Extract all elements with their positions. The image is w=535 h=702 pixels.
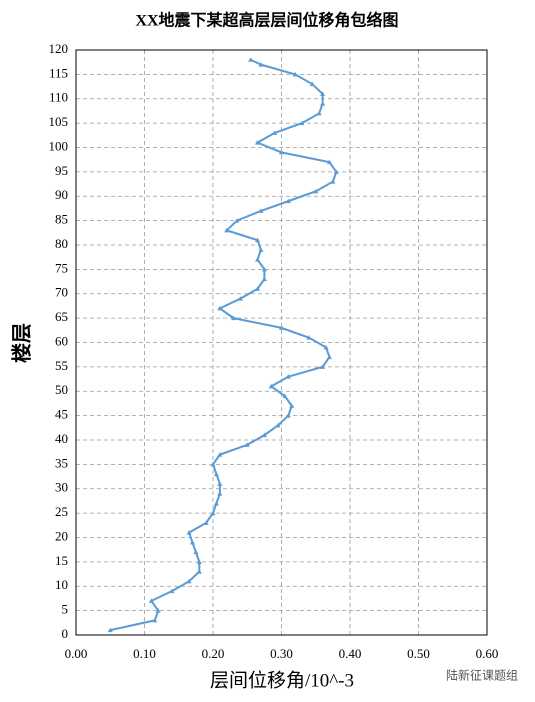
y-tick-label: 15 <box>55 553 68 568</box>
x-tick-label: 0.10 <box>133 646 156 661</box>
data-point <box>244 442 250 447</box>
data-point <box>248 57 254 62</box>
data-point <box>231 315 237 321</box>
data-point <box>309 81 315 87</box>
y-tick-label: 0 <box>62 626 69 641</box>
data-point <box>213 471 219 477</box>
data-point <box>224 227 230 233</box>
data-point <box>169 588 175 594</box>
data-point <box>217 491 223 496</box>
data-point <box>279 325 284 330</box>
data-point <box>320 364 326 369</box>
plot-border <box>75 49 488 636</box>
data-point <box>193 549 199 555</box>
data-point <box>217 452 223 457</box>
y-tick-label: 70 <box>55 285 68 300</box>
y-axis-label: 楼层 <box>11 323 34 363</box>
data-point <box>210 510 216 516</box>
y-tick-label: 120 <box>49 41 69 56</box>
x-tick-label: 0.40 <box>339 646 362 661</box>
data-point <box>258 247 264 252</box>
data-point <box>320 91 326 96</box>
data-point <box>210 461 216 467</box>
data-point <box>316 110 322 116</box>
data-point <box>261 276 267 282</box>
data-point <box>279 149 284 155</box>
data-point <box>255 286 261 291</box>
x-tick-label: 0.60 <box>476 646 499 661</box>
data-point <box>217 305 223 311</box>
data-point <box>148 598 154 603</box>
data-point <box>323 344 329 350</box>
data-point <box>299 120 305 126</box>
data-point <box>255 257 261 262</box>
data-point <box>261 266 267 272</box>
data-point <box>333 169 339 174</box>
data-point <box>275 422 281 428</box>
data-point <box>285 374 291 379</box>
x-tick-label: 0.30 <box>270 646 293 661</box>
y-tick-label: 25 <box>55 504 68 519</box>
data-point <box>255 140 261 145</box>
y-tick-label: 85 <box>55 212 68 227</box>
data-point <box>237 296 243 301</box>
data-point <box>320 101 326 106</box>
x-tick-label: 0.00 <box>65 646 88 661</box>
data-point <box>313 188 319 194</box>
data-point <box>282 393 288 399</box>
data-point <box>272 130 278 135</box>
data-point <box>285 198 291 204</box>
y-tick-label: 115 <box>49 65 68 80</box>
data-point <box>330 179 336 184</box>
data-point <box>196 559 202 564</box>
y-tick-label: 75 <box>55 260 68 275</box>
y-tick-label: 100 <box>49 138 69 153</box>
x-tick-label: 0.50 <box>407 646 430 661</box>
data-point <box>261 432 267 438</box>
y-tick-label: 60 <box>55 333 68 348</box>
data-point <box>306 335 312 340</box>
data-point <box>234 218 240 223</box>
data-point <box>258 62 264 67</box>
data-point <box>186 530 192 535</box>
data-point <box>196 569 202 574</box>
data-point <box>186 578 192 584</box>
data-point <box>217 481 223 486</box>
y-tick-label: 105 <box>49 114 69 129</box>
chart-title: XX地震下某超高层层间位移角包络图 <box>135 11 398 30</box>
data-point <box>203 520 209 525</box>
y-tick-label: 5 <box>62 602 69 617</box>
data-point <box>292 71 298 77</box>
watermark: 陆新征课题组 <box>446 668 518 683</box>
y-tick-label: 90 <box>55 187 68 202</box>
y-tick-label: 55 <box>55 358 68 373</box>
y-tick-label: 45 <box>55 407 68 422</box>
data-point <box>189 539 195 545</box>
data-point <box>285 413 291 418</box>
y-tick-label: 110 <box>49 90 68 105</box>
data-point <box>155 608 161 613</box>
data-point <box>213 500 219 506</box>
data-point <box>255 237 261 243</box>
y-tick-label: 20 <box>55 528 68 543</box>
data-point <box>289 403 295 408</box>
data-point <box>268 383 274 389</box>
y-tick-label: 40 <box>55 431 68 446</box>
y-tick-label: 95 <box>55 163 68 178</box>
data-point <box>107 627 113 633</box>
y-tick-label: 80 <box>55 236 68 251</box>
data-point <box>152 617 158 623</box>
data-point <box>258 208 264 213</box>
y-tick-label: 65 <box>55 309 68 324</box>
y-tick-label: 10 <box>55 577 68 592</box>
y-tick-label: 50 <box>55 382 68 397</box>
x-tick-label: 0.20 <box>202 646 225 661</box>
data-point <box>326 354 332 360</box>
x-axis-label: 层间位移角/10^-3 <box>210 669 354 691</box>
y-tick-label: 30 <box>55 480 68 495</box>
y-tick-label: 35 <box>55 455 68 470</box>
data-point <box>326 159 332 165</box>
